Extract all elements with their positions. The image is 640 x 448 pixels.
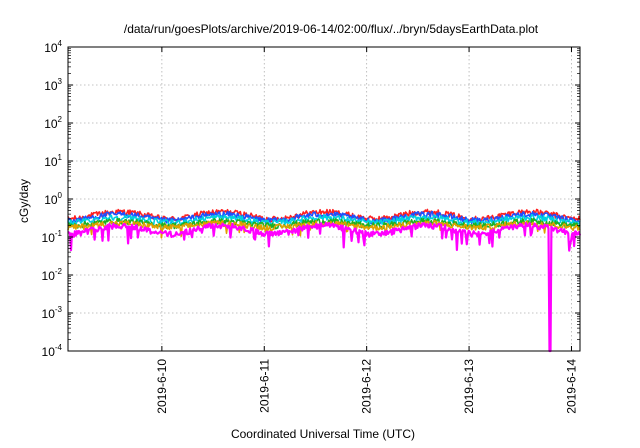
y-tick-label: 10-2: [42, 267, 63, 283]
y-tick-label: 103: [44, 77, 62, 93]
y-axis-label: cGy/day: [17, 179, 31, 223]
y-tick-base: 10: [44, 41, 58, 55]
y-tick-exponent: -2: [55, 267, 63, 276]
y-tick-base: 10: [42, 345, 56, 359]
y-tick-exponent: 1: [58, 153, 63, 162]
y-tick-exponent: 3: [58, 77, 63, 86]
grid-lines: [68, 47, 580, 351]
y-tick-label: 104: [44, 39, 62, 55]
x-tick-label: 2019-6-11: [257, 359, 271, 413]
y-tick-exponent: 0: [58, 191, 63, 200]
x-axis-ticks: 2019-6-10 2019-6-11 2019-6-12 2019-6-13 2019…: [155, 47, 578, 414]
x-tick-label: 2019-6-14: [564, 359, 578, 414]
y-tick-exponent: 2: [58, 115, 63, 124]
y-tick-base: 10: [44, 193, 58, 207]
y-tick-label: 101: [44, 153, 62, 169]
x-tick-label: 2019-6-13: [462, 359, 476, 414]
y-tick-label: 102: [44, 115, 62, 131]
y-tick-label: 100: [44, 191, 62, 207]
y-tick-base: 10: [44, 155, 58, 169]
x-tick-label: 2019-6-10: [155, 359, 169, 414]
y-tick-label: 10-4: [42, 343, 63, 359]
data-series: [67, 208, 582, 353]
y-tick-base: 10: [42, 307, 56, 321]
x-axis-label: Coordinated Universal Time (UTC): [231, 427, 415, 441]
y-tick-exponent: -1: [55, 229, 63, 238]
series-line: [67, 213, 581, 227]
y-tick-exponent: 4: [58, 39, 63, 48]
y-tick-exponent: -3: [55, 305, 63, 314]
y-tick-exponent: -4: [55, 343, 63, 352]
series-line: [67, 221, 582, 353]
y-tick-label: 10-3: [42, 305, 63, 321]
y-tick-base: 10: [42, 269, 56, 283]
y-tick-label: 10-1: [42, 229, 63, 245]
y-tick-base: 10: [44, 79, 58, 93]
series-line: [67, 220, 581, 239]
y-tick-base: 10: [44, 117, 58, 131]
chart-title: /data/run/goesPlots/archive/2019-06-14/0…: [124, 22, 539, 36]
x-tick-label: 2019-6-12: [360, 359, 374, 414]
y-tick-base: 10: [42, 231, 56, 245]
